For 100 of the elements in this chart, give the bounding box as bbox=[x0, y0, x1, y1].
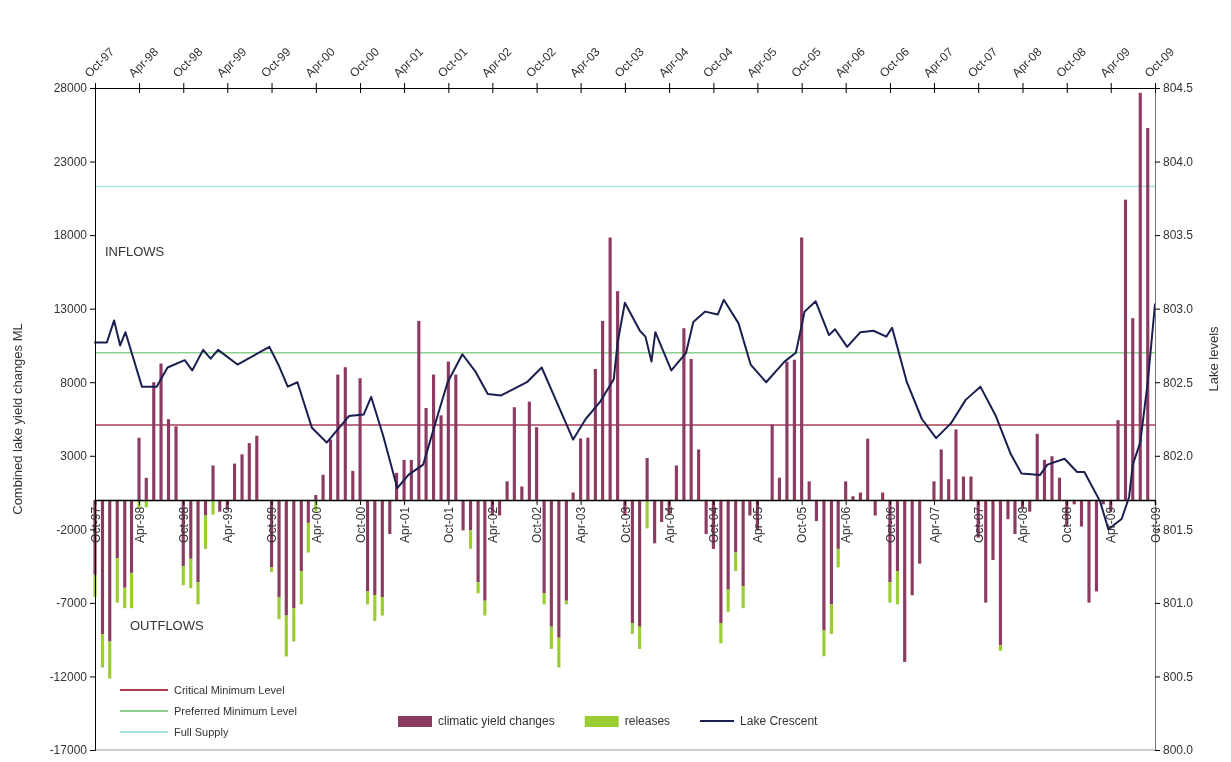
bar bbox=[306, 522, 310, 553]
bar bbox=[734, 552, 738, 572]
bar bbox=[807, 481, 811, 500]
bar bbox=[866, 438, 870, 500]
bar bbox=[203, 515, 208, 549]
x2-tick-label: Oct-01 bbox=[442, 506, 457, 543]
bar bbox=[748, 499, 752, 516]
x2-tick-label: Oct-08 bbox=[1060, 506, 1075, 543]
bar bbox=[1050, 456, 1054, 500]
bar bbox=[741, 499, 745, 586]
y2-tick-label: 804.5 bbox=[1163, 81, 1194, 96]
bar bbox=[108, 641, 112, 679]
x2-tick-label: Oct-00 bbox=[353, 506, 368, 543]
y-tick-label: 13000 bbox=[53, 302, 88, 317]
bar bbox=[343, 367, 347, 500]
bar bbox=[822, 630, 826, 657]
x2-tick-label: Apr-06 bbox=[839, 506, 854, 543]
bar bbox=[240, 454, 244, 500]
bar bbox=[211, 499, 215, 515]
bar bbox=[984, 499, 988, 603]
bar bbox=[328, 439, 333, 500]
x2-tick-label: Oct-04 bbox=[707, 506, 722, 543]
bar bbox=[638, 499, 642, 627]
bar bbox=[895, 571, 900, 605]
bar bbox=[189, 499, 193, 559]
bar bbox=[1138, 92, 1142, 500]
bar bbox=[918, 499, 922, 564]
bar bbox=[483, 600, 487, 616]
bar bbox=[159, 363, 163, 500]
bar bbox=[947, 479, 951, 500]
legend-label: releases bbox=[624, 714, 671, 728]
bar bbox=[380, 597, 384, 616]
y2-tick-label: 800.0 bbox=[1163, 743, 1194, 758]
bar bbox=[476, 582, 480, 594]
bar bbox=[814, 499, 818, 522]
bar bbox=[469, 499, 473, 531]
legend-label: Lake Crescent bbox=[740, 714, 819, 728]
bar bbox=[954, 429, 958, 500]
x2-tick-label: Apr-99 bbox=[220, 506, 235, 543]
bar bbox=[461, 499, 465, 531]
bar bbox=[645, 457, 649, 500]
bar bbox=[299, 499, 303, 572]
bar bbox=[689, 358, 693, 500]
bar bbox=[571, 492, 575, 500]
bar bbox=[174, 426, 178, 500]
annotation: OUTFLOWS bbox=[130, 618, 204, 633]
bar bbox=[697, 449, 701, 500]
y2-tick-label: 802.5 bbox=[1163, 375, 1194, 390]
x2-tick-label: Apr-01 bbox=[397, 506, 412, 543]
bar bbox=[1006, 499, 1010, 520]
bar bbox=[129, 499, 134, 573]
bar bbox=[100, 499, 105, 635]
bar bbox=[549, 499, 553, 627]
bar bbox=[277, 499, 281, 597]
y2-tick-label: 804.0 bbox=[1163, 154, 1194, 169]
bar bbox=[336, 374, 340, 500]
y-tick-label: -17000 bbox=[49, 743, 88, 758]
bar bbox=[137, 437, 141, 500]
y-tick-label: -7000 bbox=[56, 596, 88, 611]
x2-tick-label: Apr-08 bbox=[1016, 506, 1031, 543]
bar bbox=[608, 237, 612, 500]
bar bbox=[734, 499, 738, 553]
bar bbox=[284, 615, 288, 657]
x2-tick-label: Oct-03 bbox=[618, 506, 633, 543]
bar bbox=[432, 374, 436, 500]
bar bbox=[601, 320, 605, 500]
bar bbox=[586, 437, 590, 500]
bar bbox=[380, 499, 384, 597]
y-tick-label: 3000 bbox=[60, 449, 88, 464]
bar bbox=[564, 499, 568, 601]
bar bbox=[123, 499, 127, 588]
x2-tick-label: Oct-09 bbox=[1148, 506, 1163, 543]
y-tick-label: 8000 bbox=[60, 375, 88, 390]
bar bbox=[1079, 499, 1084, 527]
bar bbox=[800, 237, 804, 500]
bar bbox=[512, 407, 516, 500]
bar bbox=[903, 499, 907, 662]
bar bbox=[660, 499, 664, 522]
y2-tick-label: 801.5 bbox=[1163, 522, 1194, 537]
bar bbox=[557, 499, 561, 638]
bar bbox=[277, 597, 281, 620]
bar bbox=[969, 476, 973, 500]
bar bbox=[895, 499, 900, 572]
bar bbox=[542, 593, 546, 605]
x2-tick-label: Apr-07 bbox=[927, 506, 942, 543]
legend-label: Preferred Minimum Level bbox=[174, 705, 297, 717]
bar bbox=[726, 499, 730, 590]
x2-tick-label: Apr-02 bbox=[486, 506, 501, 543]
bar bbox=[115, 499, 119, 559]
bar bbox=[741, 585, 745, 609]
bar bbox=[719, 499, 723, 624]
bar bbox=[881, 492, 885, 500]
bar bbox=[638, 626, 642, 649]
bar bbox=[144, 477, 148, 500]
x2-tick-label: Oct-02 bbox=[530, 506, 545, 543]
bar bbox=[593, 368, 597, 500]
bar bbox=[196, 582, 200, 605]
bar bbox=[836, 548, 840, 568]
bar bbox=[189, 558, 193, 589]
annotation: INFLOWS bbox=[105, 244, 165, 259]
